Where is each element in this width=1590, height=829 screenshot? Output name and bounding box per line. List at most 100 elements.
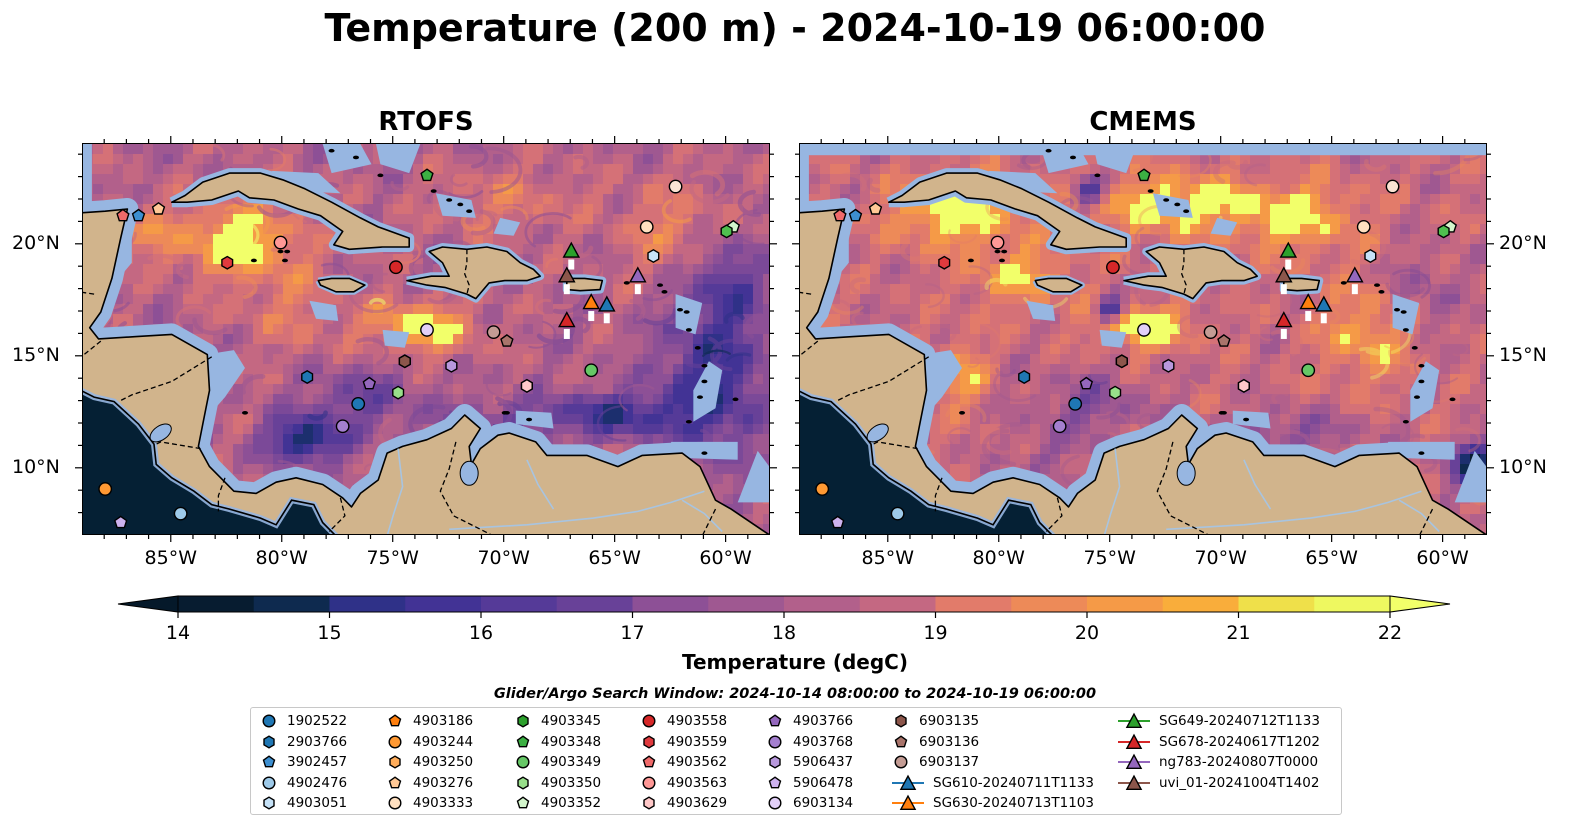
legend-item-label: 4903352 [541, 795, 602, 811]
lon-tick-label: 70°W [1194, 547, 1247, 569]
argo-float-5906437 [1162, 358, 1175, 373]
legend-item-label: 4903250 [413, 754, 474, 770]
colorbar-bin [1162, 596, 1239, 612]
legend-marker-icon [769, 755, 781, 769]
colorbar-bin [178, 596, 255, 612]
colorbar-bin [405, 596, 482, 612]
argo-float-6903135 [398, 354, 411, 369]
argo-float-4903629 [520, 378, 533, 393]
glider-SG649-20240712T1133 [1279, 241, 1298, 258]
legend-item-label: 4903345 [541, 713, 602, 729]
legend-item: 4903244 [385, 732, 473, 752]
map-cmems [799, 143, 1487, 535]
lat-tick-label: 15°N [12, 343, 60, 366]
legend-item: 4903348 [513, 732, 601, 752]
legend-marker-icon [768, 775, 782, 788]
argo-float-4903766 [362, 376, 377, 390]
glider-SG610-20240711T1133 [598, 295, 616, 312]
lat-tick-label: 20°N [12, 231, 60, 254]
argo-float-4903563 [990, 235, 1005, 250]
colorbar: 14 15 16 17 18 19 20 21 22 [117, 595, 1451, 644]
legend-item-label: 5906437 [793, 754, 854, 770]
argo-float-4903348 [420, 168, 434, 182]
colorbar-label: Temperature (degC) [682, 650, 908, 674]
colorbar-bin [556, 596, 633, 612]
legend-item-label: 4902476 [287, 774, 348, 791]
legend-item-label: 4903562 [667, 754, 728, 770]
legend-marker-icon [516, 755, 530, 769]
colorbar-tick-label: 14 [166, 622, 190, 644]
legend-item-label: 6903137 [919, 754, 980, 770]
argo-float-6903137 [1203, 325, 1218, 340]
legend-marker-icon [642, 755, 656, 768]
argo-float-4903333 [1356, 219, 1371, 234]
legend-marker-icon [894, 734, 908, 747]
legend-item: 3902457 [259, 752, 347, 772]
glider-SG678-20240617T1202 [1275, 311, 1293, 328]
argo-float-3902457 [131, 208, 146, 222]
colorbar-bin [1314, 596, 1391, 612]
glider-SG630-20240713T1103 [1299, 293, 1317, 310]
legend-item-label: ng783-20240807T0000 [1159, 754, 1319, 770]
argo-float-5906478 [830, 515, 845, 529]
colorbar-over-arrow [1389, 595, 1451, 613]
legend-marker-icon [388, 796, 402, 810]
legend-item: SG649-20240712T1133 [1117, 711, 1320, 731]
argo-float-4903768 [335, 419, 350, 434]
legend-item-label: 1902522 [287, 713, 348, 729]
argo-float-4903276 [151, 201, 166, 215]
legend-item: 4903186 [385, 711, 473, 731]
legend-marker-icon [1118, 753, 1150, 769]
colorbar-bin [708, 596, 785, 612]
panel-title-cmems: CMEMS [1089, 107, 1197, 137]
lon-tick-label: 80°W [255, 547, 308, 569]
argo-float-4903558 [1106, 260, 1120, 275]
legend-item-label: 4903244 [413, 733, 474, 750]
legend-item: 1902522 [259, 711, 347, 731]
legend-item-label: 6903135 [919, 713, 980, 729]
colorbar-tick-label: 22 [1378, 622, 1402, 644]
legend-item: SG678-20240617T1202 [1117, 732, 1320, 752]
argo-float-4903563 [273, 235, 288, 250]
argo-float-4903558 [389, 260, 403, 275]
legend-item-label: 4903051 [287, 795, 348, 811]
legend-item: uvi_01-20241004T1402 [1117, 773, 1319, 793]
argo-float-6903137 [486, 325, 501, 340]
colorbar-bin [329, 596, 406, 612]
legend-item-label: 4903276 [413, 774, 474, 791]
legend-marker-icon [895, 714, 907, 728]
lon-tick-label: 85°W [144, 547, 197, 569]
legend-marker-icon [1118, 712, 1150, 728]
legend-item: 6903136 [891, 732, 979, 752]
main-title: Temperature (200 m) - 2024-10-19 06:00:0… [324, 6, 1266, 50]
colorbar-tick-label: 18 [772, 622, 796, 644]
legend-marker-icon [768, 714, 782, 727]
lat-tick-label: 20°N [1499, 231, 1547, 254]
colorbar-tick-label: 17 [620, 622, 644, 644]
legend-marker-icon [517, 775, 529, 790]
legend-item: 6903134 [765, 793, 853, 813]
legend-item-label: SG678-20240617T1202 [1159, 733, 1320, 750]
legend-marker-icon [642, 775, 656, 790]
argo-float-4903766 [1079, 376, 1094, 390]
lon-tick-label: 80°W [972, 547, 1025, 569]
legend-item: 4903768 [765, 732, 853, 752]
argo-float-4903349 [1301, 363, 1316, 378]
legend-item-label: 4903766 [793, 713, 854, 729]
lon-tick-label: 65°W [1305, 547, 1358, 569]
argo-float-6903134 [420, 323, 434, 337]
legend-item: 5906478 [765, 773, 853, 793]
lon-tick-label: 70°W [477, 547, 530, 569]
legend-item-label: 4903768 [793, 733, 854, 750]
glider-SG649-20240712T1133 [562, 241, 581, 258]
glider-ng783-20240807T0000 [1346, 266, 1364, 283]
legend-marker-icon [1118, 733, 1150, 749]
legend-marker-icon [1118, 774, 1150, 790]
legend-marker-icon [892, 794, 924, 810]
legend-marker-icon [389, 755, 401, 769]
argo-float-4903276 [868, 201, 883, 215]
argo-float-4903244 [98, 482, 113, 496]
lon-tick-label: 60°W [699, 547, 752, 569]
glider-SG678-20240617T1202 [558, 311, 576, 328]
legend-marker-icon [262, 755, 276, 768]
